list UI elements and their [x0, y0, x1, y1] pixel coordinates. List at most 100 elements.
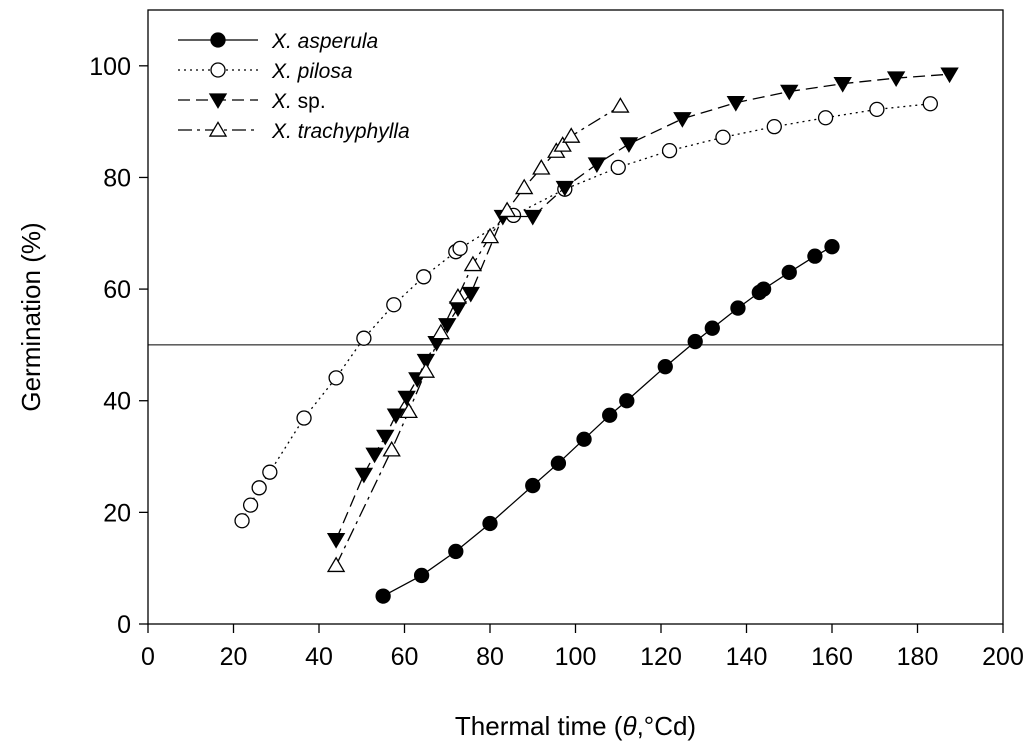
theta-symbol: θ	[622, 711, 636, 741]
data-point	[611, 97, 630, 113]
data-point	[587, 157, 607, 173]
data-point	[326, 533, 346, 549]
data-point	[780, 84, 799, 101]
data-point	[687, 333, 703, 350]
data-point	[576, 431, 592, 447]
data-point	[416, 362, 436, 378]
x-tick-label: 200	[982, 643, 1024, 671]
x-axis-title: Thermal time (θ,°Cd)	[455, 711, 696, 741]
data-point	[940, 67, 959, 84]
data-point	[553, 136, 572, 152]
data-point	[619, 137, 639, 153]
data-point	[807, 248, 823, 264]
data-point	[234, 513, 250, 529]
data-point	[413, 567, 430, 584]
data-point	[386, 297, 402, 313]
legend-item: X. pilosa	[178, 60, 353, 83]
data-point	[525, 477, 541, 494]
legend-label-italic: X.	[271, 90, 292, 113]
data-point	[210, 32, 226, 48]
data-point	[375, 588, 391, 604]
legend-label-italic: X. asperula	[271, 30, 378, 53]
legend-label-upright: sp.	[292, 90, 326, 113]
data-point	[296, 410, 312, 426]
x-tick-label: 60	[391, 643, 419, 671]
series-line	[335, 73, 950, 540]
x-tick-label: 120	[640, 643, 682, 671]
data-point	[431, 323, 451, 340]
data-point	[251, 480, 267, 496]
data-point	[532, 159, 551, 175]
legend-label-italic: X. trachyphylla	[271, 120, 410, 143]
y-axis-title: Germination (%)	[16, 222, 46, 411]
legend-label: X. pilosa	[271, 60, 353, 83]
series-line	[241, 103, 931, 522]
x-tick-label: 40	[305, 643, 333, 671]
x-tick-label: 20	[220, 643, 248, 671]
legend-item: X. asperula	[178, 30, 378, 53]
legend-label-italic: X. pilosa	[271, 60, 353, 83]
data-point	[817, 110, 834, 126]
data-point	[550, 455, 567, 471]
data-point	[365, 447, 384, 464]
x-tick-label: 180	[897, 643, 939, 671]
data-point	[262, 464, 278, 480]
legend-item: X. trachyphylla	[178, 120, 410, 143]
legend-label: X. sp.	[271, 90, 326, 113]
x-axis-title-text: Thermal time (	[455, 711, 623, 741]
data-point	[755, 281, 772, 297]
data-point	[602, 407, 618, 423]
data-point	[766, 119, 782, 135]
data-point	[555, 180, 574, 197]
data-point	[397, 390, 416, 407]
series-4	[326, 97, 630, 573]
y-tick-label: 100	[89, 53, 131, 81]
data-point	[328, 370, 344, 386]
series-1	[375, 239, 840, 604]
data-point	[704, 320, 720, 336]
x-tick-label: 100	[555, 643, 597, 671]
data-point	[386, 408, 406, 425]
x-tick-label: 140	[726, 643, 768, 671]
data-point	[382, 440, 401, 457]
x-axis-title-unit: ,°Cd)	[637, 711, 697, 741]
data-point	[416, 269, 432, 285]
data-point	[657, 359, 673, 375]
x-tick-label: 160	[811, 643, 853, 671]
data-point	[482, 515, 498, 532]
y-tick-label: 20	[103, 499, 131, 527]
data-point	[242, 497, 259, 513]
data-point	[208, 121, 228, 137]
data-point	[354, 467, 374, 484]
data-point	[497, 201, 517, 218]
data-point	[730, 300, 746, 316]
legend: X. asperula X. pilosa X. sp. X. trachyphyll…	[178, 30, 410, 143]
data-point	[208, 93, 228, 109]
data-point	[610, 159, 626, 176]
data-point	[356, 330, 372, 346]
series-3	[326, 67, 959, 549]
data-point	[452, 240, 468, 256]
data-point	[463, 255, 483, 272]
data-point	[376, 429, 395, 446]
legend-label: X. asperula	[271, 30, 378, 53]
data-point	[326, 556, 346, 573]
series-2	[234, 96, 938, 529]
x-tick-label: 80	[476, 643, 504, 671]
legend-label: X. trachyphylla	[271, 120, 410, 143]
data-point	[515, 178, 534, 195]
series-line	[335, 105, 621, 566]
y-tick-label: 60	[103, 276, 131, 304]
data-point	[619, 393, 635, 409]
y-tick-label: 0	[117, 611, 131, 639]
data-point	[562, 127, 581, 143]
series-layer	[234, 67, 959, 604]
y-tick-label: 80	[103, 164, 131, 192]
data-point	[726, 95, 745, 112]
data-point	[523, 209, 542, 226]
data-point	[869, 101, 885, 118]
data-point	[661, 143, 678, 159]
x-tick-label: 0	[141, 643, 155, 671]
